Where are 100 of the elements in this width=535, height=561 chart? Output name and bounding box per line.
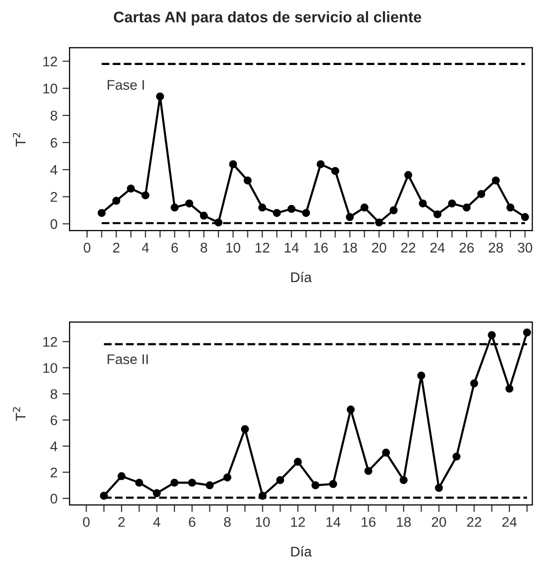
annotation: Fase II — [108, 354, 148, 364]
point — [156, 92, 164, 100]
point — [506, 204, 514, 212]
y-tick-label: 2 — [50, 192, 58, 202]
x-tick-label: 8 — [224, 517, 231, 527]
point — [417, 372, 426, 380]
x-tick-label: 0 — [82, 517, 90, 527]
x-tick-label: 12 — [256, 242, 270, 252]
y-tick-label: 8 — [50, 110, 58, 121]
x-axis-title: Día — [291, 546, 312, 557]
x-tick-label: 8 — [200, 242, 208, 253]
x-tick-label: 24 — [430, 242, 445, 252]
x-tick-label: 4 — [142, 242, 149, 252]
x-tick-label: 2 — [113, 242, 120, 252]
point — [492, 176, 500, 184]
y-tick-label: 6 — [50, 138, 58, 148]
point — [346, 406, 355, 414]
x-tick-label: 6 — [172, 242, 178, 253]
y-tick-label: 10 — [43, 363, 58, 373]
point — [126, 184, 135, 193]
point — [170, 478, 178, 487]
x-tick-label: 4 — [153, 517, 160, 527]
point — [294, 458, 302, 466]
y-tick-label: 4 — [50, 165, 58, 175]
point — [98, 208, 106, 217]
annotation: Fase I — [108, 80, 144, 90]
point — [448, 199, 456, 208]
y-tick-label: 6 — [50, 415, 58, 426]
x-tick-label: 18 — [396, 517, 411, 527]
point — [287, 204, 296, 213]
x-tick-label: 6 — [188, 517, 196, 527]
x-tick-label: 20 — [372, 242, 386, 253]
point — [188, 478, 196, 487]
point — [240, 425, 249, 434]
point — [311, 481, 320, 490]
point — [229, 160, 238, 168]
x-tick-label: 12 — [291, 517, 305, 527]
point — [390, 206, 398, 214]
x-tick-label: 0 — [84, 242, 90, 253]
y-tick-label: 4 — [50, 442, 58, 452]
x-tick-label: 22 — [401, 242, 416, 252]
point — [488, 331, 496, 340]
point — [462, 204, 471, 212]
point — [505, 384, 514, 393]
point — [185, 199, 194, 208]
point — [477, 190, 486, 198]
point — [364, 466, 372, 475]
x-tick-label: 20 — [432, 517, 446, 527]
point — [418, 199, 427, 208]
point — [331, 166, 340, 175]
point — [272, 208, 281, 217]
x-tick-label: 16 — [362, 517, 376, 527]
x-tick-label: 28 — [488, 242, 503, 253]
point — [135, 478, 144, 487]
point — [200, 212, 208, 220]
y-axis-title: T$^{2}$ — [12, 132, 26, 146]
x-tick-label: 16 — [314, 242, 328, 253]
y-tick-label: 8 — [50, 389, 58, 400]
point — [452, 452, 461, 461]
y-tick-label: 12 — [43, 56, 58, 66]
point — [329, 480, 338, 488]
point — [360, 204, 368, 212]
y-axis-title: T$^{2}$ — [12, 407, 26, 421]
x-tick-label: 30 — [518, 242, 532, 253]
point — [470, 379, 478, 388]
point — [141, 191, 150, 200]
x-tick-label: 18 — [343, 242, 357, 253]
point — [276, 476, 284, 484]
point — [434, 484, 443, 492]
point — [223, 473, 232, 482]
point — [302, 208, 310, 217]
point — [170, 204, 179, 212]
x-tick-label: 14 — [326, 517, 340, 527]
x-tick-label: 14 — [284, 242, 299, 252]
point — [404, 171, 412, 180]
x-tick-label: 26 — [460, 242, 474, 253]
y-tick-label: 0 — [50, 219, 58, 229]
x-tick-label: 24 — [502, 517, 517, 527]
x-axis-title: Día — [291, 272, 312, 282]
y-tick-label: 2 — [50, 468, 58, 478]
point — [382, 448, 390, 457]
point — [346, 213, 354, 222]
chart-title: Cartas AN para datos de servicio al cliente — [114, 11, 422, 26]
point — [258, 204, 266, 212]
point — [433, 210, 442, 218]
x-tick-label: 22 — [467, 517, 482, 527]
x-tick-label: 10 — [226, 242, 240, 253]
x-tick-label: 2 — [118, 517, 125, 527]
point — [523, 328, 532, 336]
point — [244, 176, 252, 184]
y-tick-label: 10 — [43, 84, 58, 94]
point — [316, 160, 325, 168]
point — [152, 489, 161, 498]
x-tick-label: 10 — [256, 517, 270, 527]
point — [206, 481, 214, 490]
y-tick-label: 0 — [50, 494, 58, 504]
y-tick-label: 12 — [43, 336, 58, 347]
point — [521, 213, 530, 222]
point — [400, 476, 408, 484]
point — [118, 472, 126, 480]
